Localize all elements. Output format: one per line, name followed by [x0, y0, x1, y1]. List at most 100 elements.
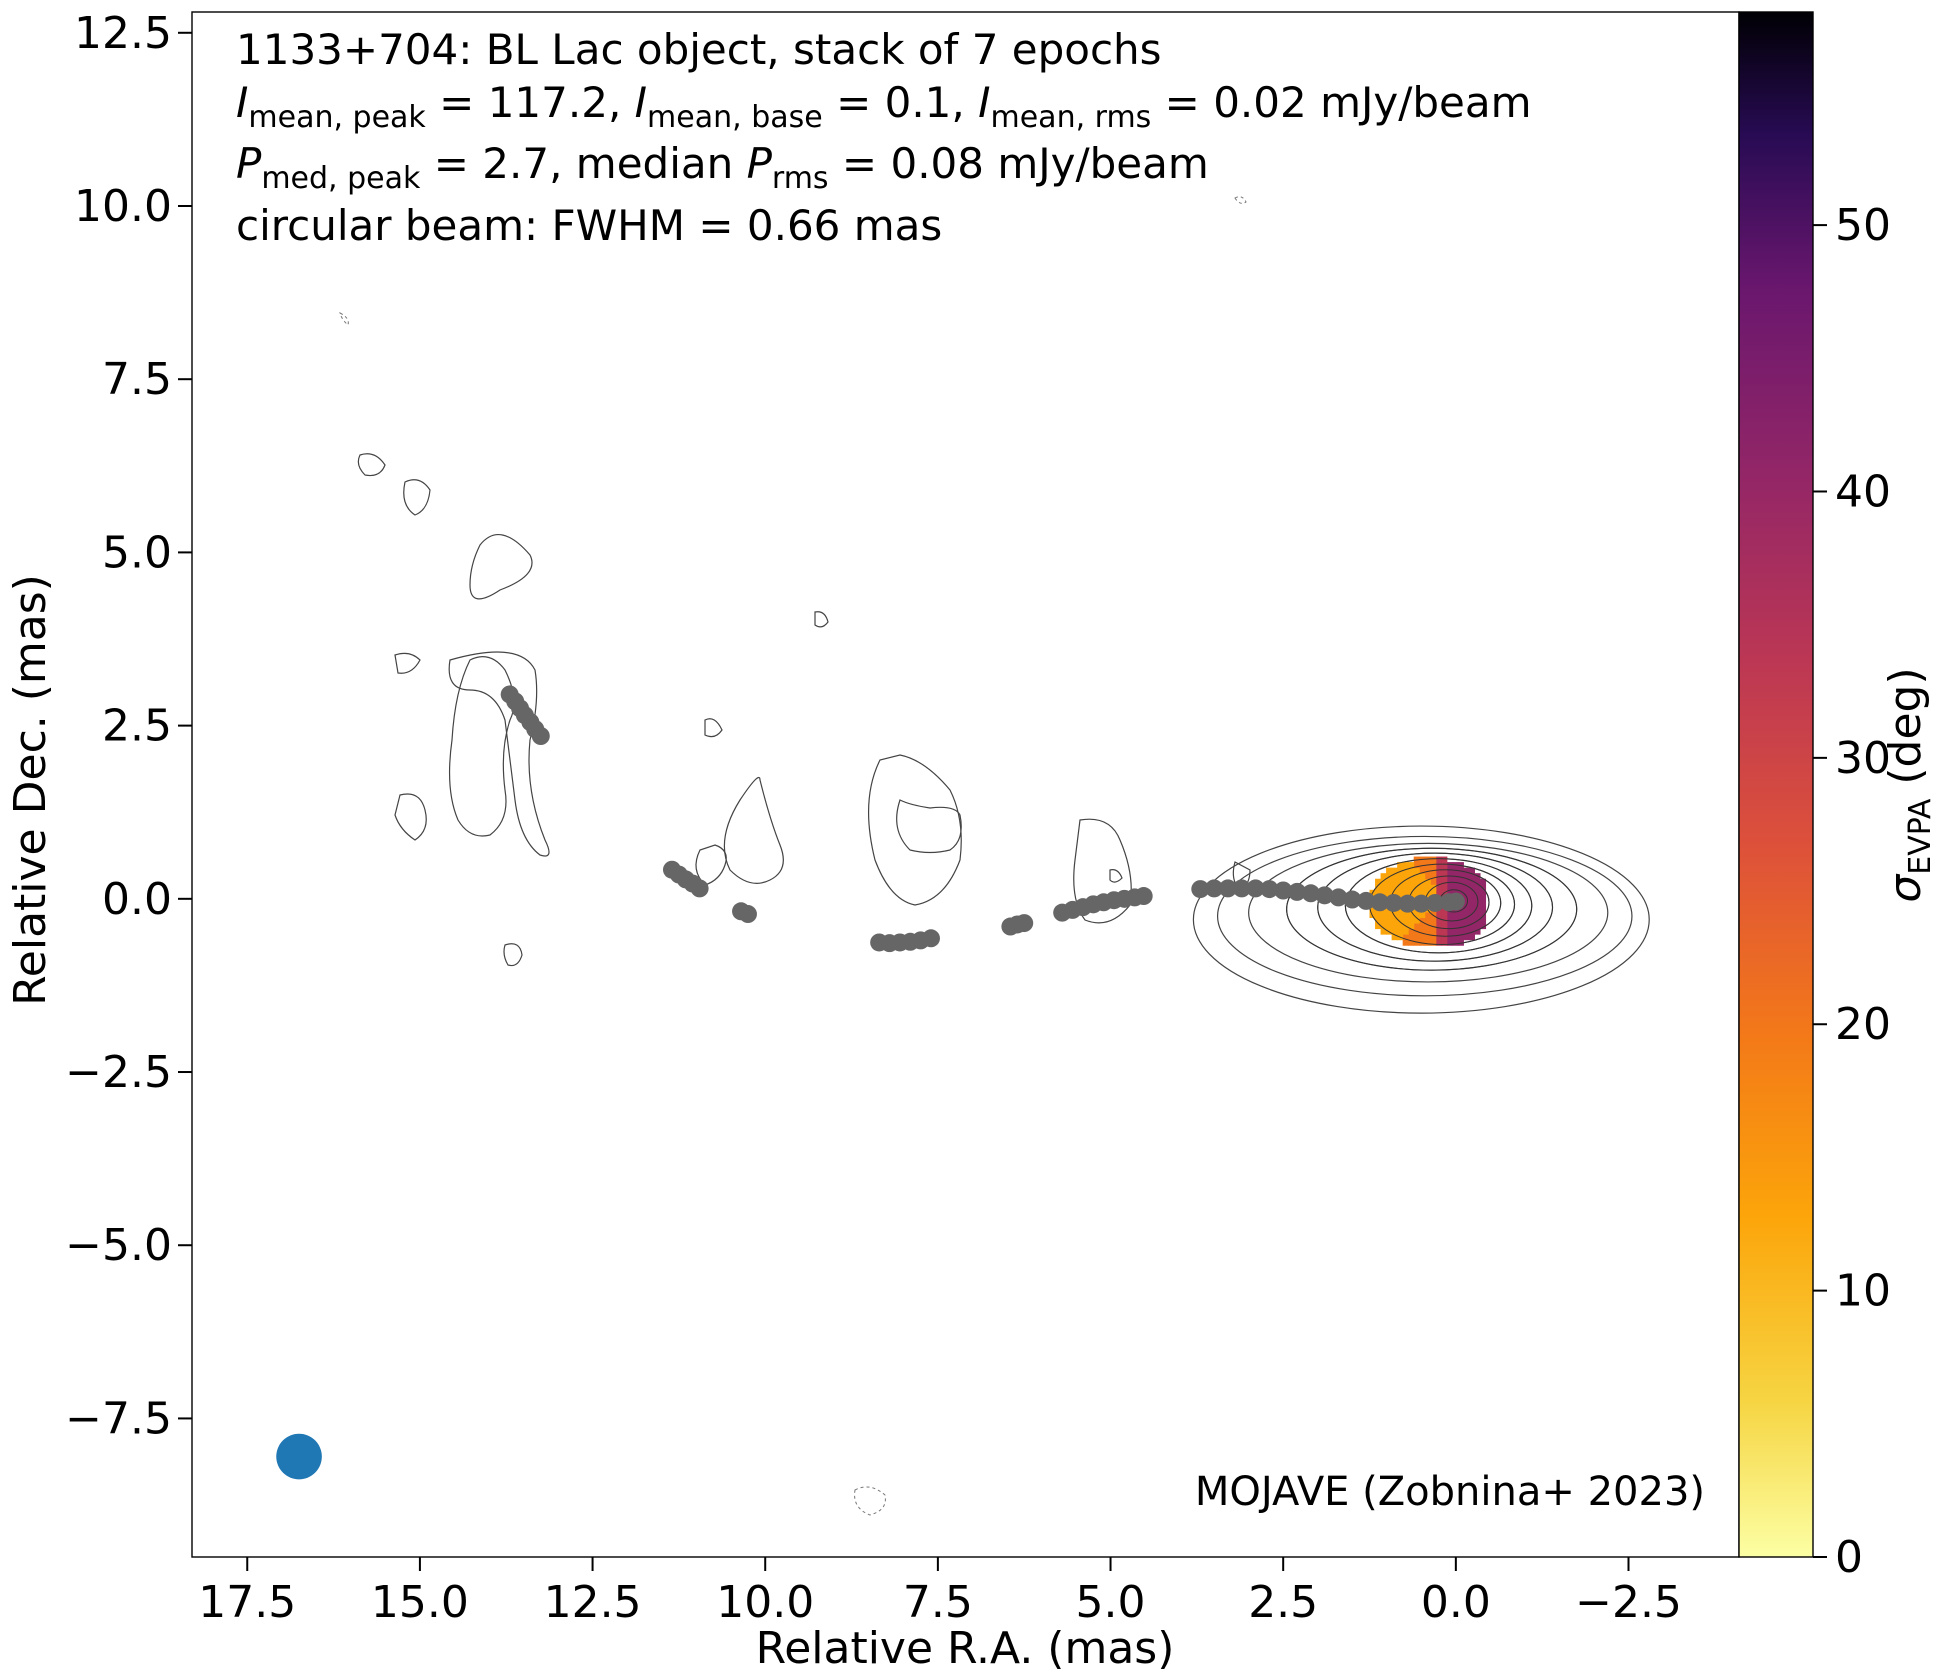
evpa-cell [1474, 928, 1481, 935]
evpa-cell [1408, 939, 1415, 946]
colorbar-title-symbol: σ [1880, 874, 1931, 903]
ridgeline-point [1357, 891, 1376, 910]
evpa-cell [1430, 917, 1437, 924]
evpa-cell [1452, 884, 1459, 891]
x-tick-label: 12.5 [544, 1577, 642, 1628]
evpa-cell [1397, 878, 1404, 885]
evpa-cell [1413, 889, 1420, 896]
evpa-cell [1457, 939, 1464, 946]
evpa-cell [1435, 856, 1442, 863]
evpa-cell [1391, 867, 1398, 874]
evpa-cell [1391, 934, 1398, 941]
ridgeline-point [690, 879, 709, 898]
evpa-cell [1435, 928, 1442, 935]
evpa-cell [1435, 862, 1442, 869]
evpa-cell [1413, 884, 1420, 891]
x-tick-label: 2.5 [1248, 1577, 1318, 1628]
evpa-cell [1441, 911, 1448, 919]
colorbar [1738, 11, 1814, 1558]
ridgeline-point [1191, 880, 1210, 899]
evpa-cell [1413, 862, 1420, 869]
p-peak-value: = 2.7, median [420, 139, 746, 188]
evpa-cell [1463, 928, 1470, 935]
evpa-cell [1435, 867, 1442, 874]
evpa-cell [1386, 878, 1393, 885]
evpa-cell [1480, 906, 1487, 913]
core-contour-overlay [1286, 847, 1578, 971]
evpa-cell [1480, 884, 1487, 891]
evpa-cell [1397, 928, 1404, 935]
i-rms-subscript: mean, rms [991, 100, 1152, 135]
negative-contours [339, 196, 1247, 1516]
evpa-cell [1457, 906, 1464, 913]
i-peak-subscript: mean, peak [248, 100, 426, 135]
evpa-cell [1424, 856, 1431, 863]
evpa-cell [1441, 923, 1448, 930]
colorbar-title-unit: (deg) [1880, 667, 1931, 798]
evpa-cell [1468, 923, 1475, 930]
ridgeline-point [1015, 914, 1034, 933]
evpa-cell [1408, 873, 1415, 880]
negative-contour-c [339, 312, 349, 326]
evpa-cell [1408, 928, 1415, 935]
evpa-cell [1446, 928, 1453, 935]
evpa-cell [1441, 856, 1448, 863]
evpa-cell [1474, 889, 1481, 896]
evpa-cell [1446, 934, 1453, 941]
x-tick-label: 0.0 [1421, 1577, 1491, 1628]
ridgeline-point [1218, 879, 1237, 898]
evpa-cell [1468, 889, 1475, 896]
evpa-cell [1419, 911, 1426, 919]
evpa-cell [1419, 873, 1426, 880]
evpa-cell [1397, 917, 1404, 924]
colorbar-tick-label: 20 [1835, 999, 1891, 1050]
evpa-cell [1468, 906, 1475, 913]
evpa-cell [1446, 862, 1453, 869]
core-contour-overlay [1344, 858, 1533, 954]
evpa-cell [1402, 889, 1409, 896]
evpa-cell [1430, 862, 1437, 869]
contour-knot-j [723, 776, 784, 884]
evpa-cell [1424, 928, 1431, 935]
evpa-cell [1391, 928, 1398, 935]
evpa-cell [1413, 923, 1420, 930]
evpa-cell [1402, 911, 1409, 919]
evpa-cell [1386, 873, 1393, 880]
evpa-cell [1480, 917, 1487, 924]
ridgeline-point [738, 905, 757, 924]
evpa-cell [1441, 862, 1448, 869]
jet-contours [357, 453, 1251, 967]
chart-title: 1133+704: BL Lac object, stack of 7 epoc… [236, 25, 1162, 74]
polarization-stats: Pmed, peak = 2.7, median Prms = 0.08 mJy… [236, 139, 1209, 196]
evpa-cell [1435, 911, 1442, 919]
i-peak-symbol: I [236, 78, 248, 127]
evpa-cell [1386, 884, 1393, 891]
evpa-cell [1375, 889, 1382, 896]
evpa-cell [1441, 878, 1448, 885]
evpa-cell [1419, 884, 1426, 891]
evpa-cell [1435, 889, 1442, 896]
evpa-cell [1408, 923, 1415, 930]
evpa-cell [1430, 934, 1437, 941]
evpa-cell [1402, 878, 1409, 885]
evpa-cell [1435, 939, 1442, 946]
evpa-cell [1391, 873, 1398, 880]
ridgeline-point [1232, 879, 1251, 898]
ridgeline-point [1134, 887, 1153, 906]
evpa-cell [1380, 917, 1387, 924]
evpa-cell [1424, 923, 1431, 930]
evpa-cell [1441, 934, 1448, 941]
evpa-cell [1419, 867, 1426, 874]
contour-knot-a [448, 656, 515, 837]
evpa-cell [1408, 862, 1415, 869]
evpa-cell [1452, 939, 1459, 946]
ridgeline-point [1246, 879, 1265, 898]
y-tick-label: −5.0 [65, 1220, 172, 1271]
negative-contour-b [1234, 196, 1247, 204]
evpa-cell [1457, 923, 1464, 930]
evpa-cell [1424, 917, 1431, 924]
evpa-cell [1386, 867, 1393, 874]
plot-layer [276, 196, 1650, 1516]
y-tick-label: 5.0 [102, 527, 172, 578]
